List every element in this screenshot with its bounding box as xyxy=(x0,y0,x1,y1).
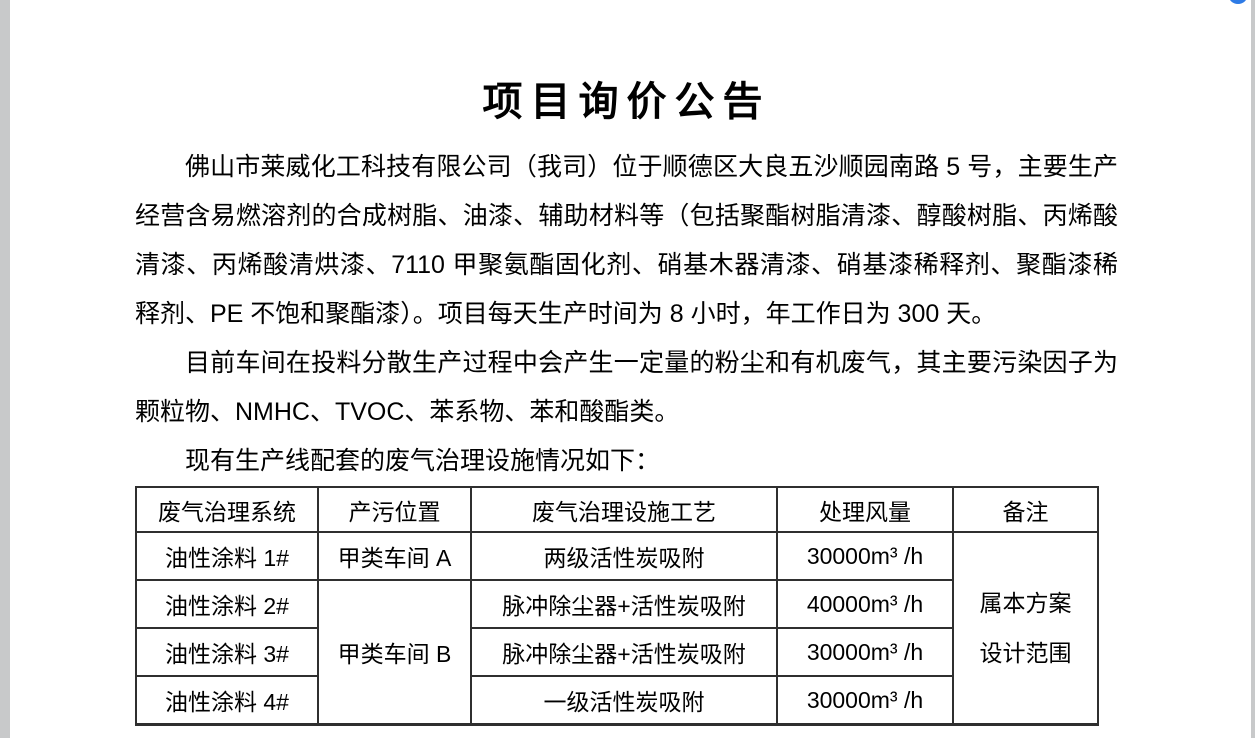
floating-scroll-button[interactable] xyxy=(1228,0,1248,4)
remark-line-2: 设计范围 xyxy=(979,640,1072,666)
viewer-gutter-left xyxy=(0,0,10,738)
cell-system: 油性涂料 1# xyxy=(135,531,319,581)
remark-line-1: 属本方案 xyxy=(979,590,1072,616)
waste-gas-treatment-table: 废气治理系统 产污位置 废气治理设施工艺 处理风量 备注 油性涂料 1# 甲类车… xyxy=(135,486,1099,726)
paragraph-pollutants: 目前车间在投料分散生产过程中会产生一定量的粉尘和有机废气，其主要污染因子为颗粒物… xyxy=(135,349,1118,426)
page-edge-right xyxy=(1251,0,1255,738)
header-airflow: 处理风量 xyxy=(776,486,954,533)
table-header-row: 废气治理系统 产污位置 废气治理设施工艺 处理风量 备注 xyxy=(135,486,1099,533)
cell-airflow: 40000m³ /h xyxy=(776,579,954,629)
cell-location-merged: 甲类车间 B xyxy=(317,579,472,726)
cell-airflow: 30000m³ /h xyxy=(776,675,954,726)
header-system: 废气治理系统 xyxy=(135,486,319,533)
cell-system: 油性涂料 3# xyxy=(135,627,319,677)
cell-process: 脉冲除尘器+活性炭吸附 xyxy=(470,579,778,629)
table-row: 油性涂料 2# 甲类车间 B 脉冲除尘器+活性炭吸附 40000m³ /h xyxy=(135,579,1098,726)
table-row: 油性涂料 4# 一级活性炭吸附 30000m³ /h xyxy=(135,675,1098,726)
header-remark: 备注 xyxy=(952,486,1099,533)
cell-process: 两级活性炭吸附 xyxy=(470,531,778,581)
table-row: 油性涂料 1# 甲类车间 A 两级活性炭吸附 30000m³ /h 属本方案 设… xyxy=(135,531,1099,726)
document-page: 项目询价公告 佛山市莱威化工科技有限公司（我司）位于顺德区大良五沙顺园南路 5 … xyxy=(10,0,1251,738)
page-title: 项目询价公告 xyxy=(482,80,771,124)
cell-airflow: 30000m³ /h xyxy=(776,531,954,581)
header-location: 产污位置 xyxy=(317,486,472,533)
table-row: 油性涂料 3# 脉冲除尘器+活性炭吸附 30000m³ /h xyxy=(135,627,1098,677)
cell-system: 油性涂料 2# xyxy=(135,579,319,629)
cell-process: 脉冲除尘器+活性炭吸附 xyxy=(470,627,778,677)
paragraph-table-lead-in: 现有生产线配套的废气治理设施情况如下： xyxy=(185,447,661,475)
paragraph-company-intro: 佛山市莱威化工科技有限公司（我司）位于顺德区大良五沙顺园南路 5 号，主要生产经… xyxy=(135,153,1118,328)
cell-remark-merged: 属本方案 设计范围 xyxy=(952,531,1099,726)
document-content: 项目询价公告 佛山市莱威化工科技有限公司（我司）位于顺德区大良五沙顺园南路 5 … xyxy=(10,78,1251,726)
cell-process: 一级活性炭吸附 xyxy=(470,675,778,726)
header-process: 废气治理设施工艺 xyxy=(470,486,778,533)
cell-system: 油性涂料 4# xyxy=(135,675,319,726)
cell-location: 甲类车间 A xyxy=(317,531,472,581)
cell-airflow: 30000m³ /h xyxy=(776,627,954,677)
